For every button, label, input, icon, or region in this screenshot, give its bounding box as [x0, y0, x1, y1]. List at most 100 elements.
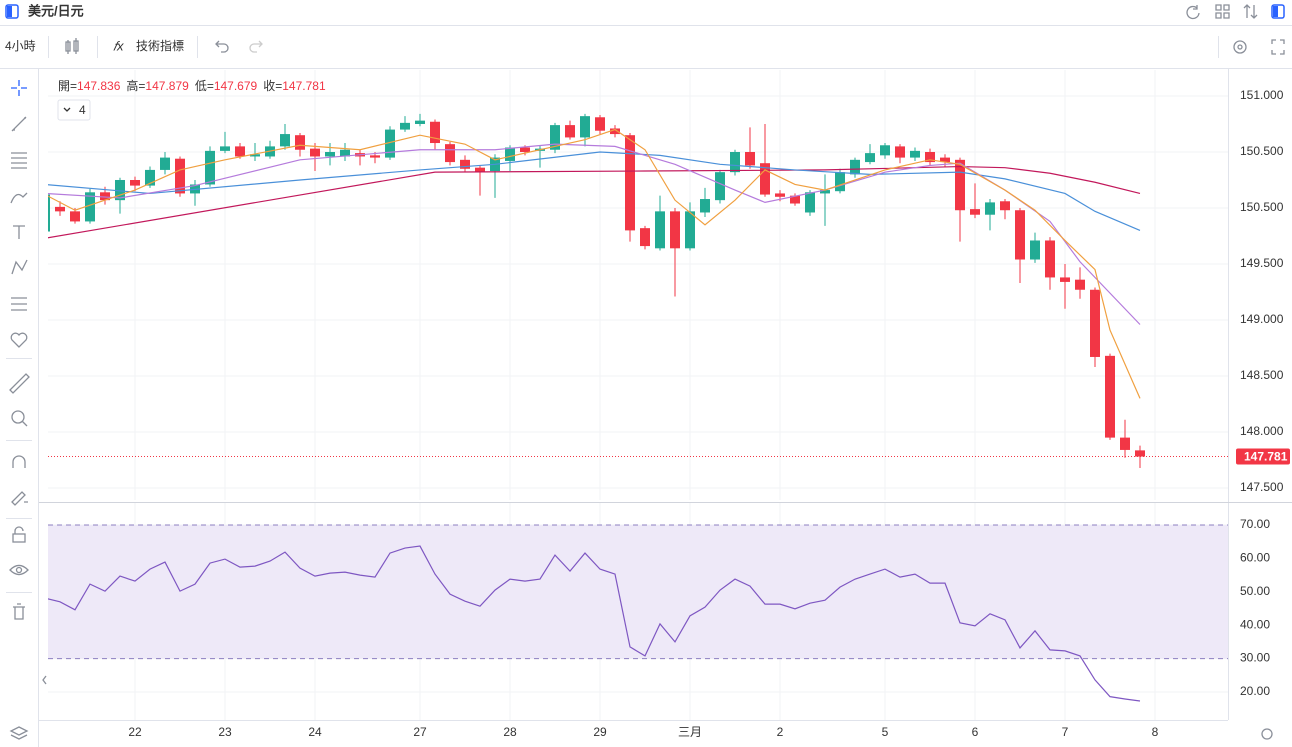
indicator-count: 4 — [79, 103, 86, 117]
x-tick-label: 2 — [777, 725, 784, 739]
candle-body — [565, 125, 575, 138]
collapse-arrow[interactable] — [42, 675, 47, 685]
delete-tool[interactable] — [13, 603, 25, 620]
candle-body — [48, 194, 50, 232]
undo-icon[interactable] — [215, 40, 229, 53]
x-tick-label: 7 — [1062, 725, 1069, 739]
zoom-tool[interactable] — [11, 410, 25, 424]
zoom-tool-handle — [21, 420, 28, 427]
x-tick-label: 27 — [413, 725, 427, 739]
indicator-toggle — [57, 99, 91, 121]
candle-body — [325, 151, 335, 157]
rsi-pane — [48, 524, 1228, 702]
y-tick-label: 40.00 — [1240, 617, 1270, 631]
hide-tool[interactable] — [9, 564, 29, 576]
y-tick-label: 147.500 — [1240, 480, 1284, 494]
candle-body — [460, 159, 470, 169]
last-price-box — [1236, 448, 1290, 465]
chart-type-icon[interactable] — [65, 38, 79, 54]
candle-body — [940, 157, 950, 163]
candle-body — [295, 135, 305, 150]
candle-body — [970, 209, 980, 215]
fib-tool[interactable] — [11, 152, 27, 169]
candle-body — [130, 179, 140, 186]
top-bar — [0, 0, 1292, 25]
axis-settings-icon[interactable] — [1261, 728, 1273, 740]
y-tick-label: 150.500 — [1240, 144, 1284, 158]
candle-body — [115, 179, 125, 201]
ohlc-legend: 開=147.836 高=147.879 低=147.679 收=147.781 — [58, 78, 326, 93]
fullscreen-icon[interactable] — [1271, 39, 1285, 55]
stay-drawing-tool[interactable] — [11, 491, 28, 506]
y-tick-label: 70.00 — [1240, 517, 1270, 531]
candle-body — [880, 145, 890, 156]
brush-tool[interactable] — [10, 192, 28, 204]
candle-body — [895, 146, 905, 158]
x-tick-label: 28 — [503, 725, 517, 739]
candle-body — [760, 163, 770, 195]
indicators-button[interactable]: 技術指標 — [136, 38, 184, 53]
symbol-icon-fill — [7, 6, 12, 17]
candle-body — [580, 116, 590, 138]
compare-icon[interactable] — [1243, 4, 1258, 19]
candle-body — [220, 146, 230, 151]
fx-icon: 𝑓x — [113, 38, 124, 53]
x-tick-label: 23 — [218, 725, 232, 739]
legend-value: 147.836 — [77, 79, 121, 93]
candle-body — [850, 159, 860, 175]
candle-body — [1120, 437, 1130, 450]
lock-shackle — [14, 526, 24, 534]
candle-body — [1075, 279, 1085, 290]
x-tick-label: 6 — [972, 725, 979, 739]
trend-line-tool[interactable] — [11, 116, 27, 132]
x-tick-label: 22 — [128, 725, 142, 739]
refresh-icon[interactable] — [1186, 5, 1200, 20]
rsi-band — [48, 525, 1228, 659]
layers-icon[interactable] — [9, 726, 29, 740]
candle-body — [820, 190, 830, 194]
layout-icon[interactable] — [1215, 4, 1230, 19]
chevron — [63, 107, 71, 112]
candle-body — [625, 135, 635, 231]
candle-body — [1090, 289, 1100, 357]
candle-body — [685, 211, 695, 249]
x-tick-label: 29 — [593, 725, 607, 739]
candle-body — [430, 121, 440, 144]
y-tick-label: 30.00 — [1240, 651, 1270, 665]
candle-body — [100, 192, 110, 201]
pattern-tool[interactable] — [11, 259, 28, 275]
candle-body — [1060, 277, 1070, 282]
candle-body — [1045, 240, 1055, 278]
magnet-tool[interactable] — [12, 455, 26, 468]
redo-icon[interactable] — [249, 40, 263, 53]
candle-body — [730, 151, 740, 173]
candle-body — [370, 155, 380, 158]
settings-icon[interactable] — [1233, 40, 1247, 54]
y-tick-label: 150.500 — [1240, 200, 1284, 214]
candle-body — [655, 211, 665, 249]
moving-average — [48, 165, 1141, 239]
legend-label: 收= — [263, 79, 282, 93]
y-tick-label: 148.500 — [1240, 368, 1284, 382]
candle-body — [1135, 450, 1145, 457]
candle-body — [910, 150, 920, 158]
candle-body — [85, 192, 95, 222]
candle-body — [415, 120, 425, 124]
forecast-tool[interactable] — [11, 297, 27, 311]
text-tool[interactable] — [13, 225, 25, 239]
favorite-tool[interactable] — [10, 332, 28, 348]
candle-body — [310, 148, 320, 157]
candle-body — [805, 192, 815, 213]
x-tick-label: 5 — [882, 725, 889, 739]
symbol-title: 美元/日元 — [28, 3, 84, 18]
interval-button[interactable]: 4小時 — [5, 39, 36, 53]
moving-average — [48, 151, 1141, 231]
panel-icon[interactable] — [1271, 4, 1285, 19]
lock-tool[interactable] — [12, 533, 26, 543]
candle-body — [1030, 240, 1040, 260]
candles — [48, 113, 1145, 468]
candle-body — [160, 157, 170, 170]
measure-tool[interactable] — [9, 373, 30, 394]
crosshair-tool[interactable] — [11, 80, 27, 96]
